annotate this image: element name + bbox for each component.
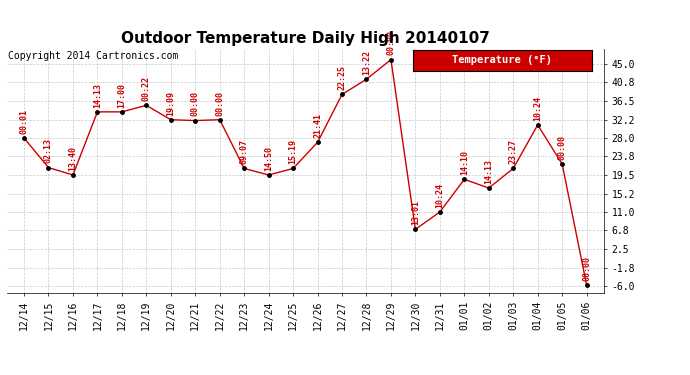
Text: 15:19: 15:19 (288, 139, 297, 164)
Text: 00:01: 00:01 (19, 109, 28, 134)
Text: 14:13: 14:13 (93, 83, 102, 108)
Text: 14:13: 14:13 (484, 159, 493, 184)
Text: 14:10: 14:10 (460, 150, 469, 175)
Text: 10:24: 10:24 (435, 183, 444, 208)
Text: 17:00: 17:00 (117, 83, 126, 108)
Text: 19:09: 19:09 (166, 90, 175, 116)
Text: 10:24: 10:24 (533, 96, 542, 121)
Text: 00:00: 00:00 (215, 90, 224, 116)
Text: 22:25: 22:25 (337, 65, 346, 90)
Text: 09:07: 09:07 (239, 139, 248, 164)
Text: Copyright 2014 Cartronics.com: Copyright 2014 Cartronics.com (8, 51, 179, 61)
Text: 13:22: 13:22 (362, 50, 371, 75)
Text: 13:40: 13:40 (68, 146, 77, 171)
Text: 00:22: 00:22 (142, 76, 151, 101)
Text: 00:00: 00:00 (582, 256, 591, 281)
Text: 23:27: 23:27 (509, 139, 518, 164)
Text: 02:13: 02:13 (44, 138, 53, 164)
Text: 00:00: 00:00 (386, 30, 395, 56)
Text: 00:00: 00:00 (558, 135, 566, 160)
Title: Outdoor Temperature Daily High 20140107: Outdoor Temperature Daily High 20140107 (121, 31, 490, 46)
Text: 13:01: 13:01 (411, 200, 420, 225)
Text: 00:00: 00:00 (190, 92, 199, 116)
Text: 14:50: 14:50 (264, 146, 273, 171)
Text: 21:41: 21:41 (313, 113, 322, 138)
